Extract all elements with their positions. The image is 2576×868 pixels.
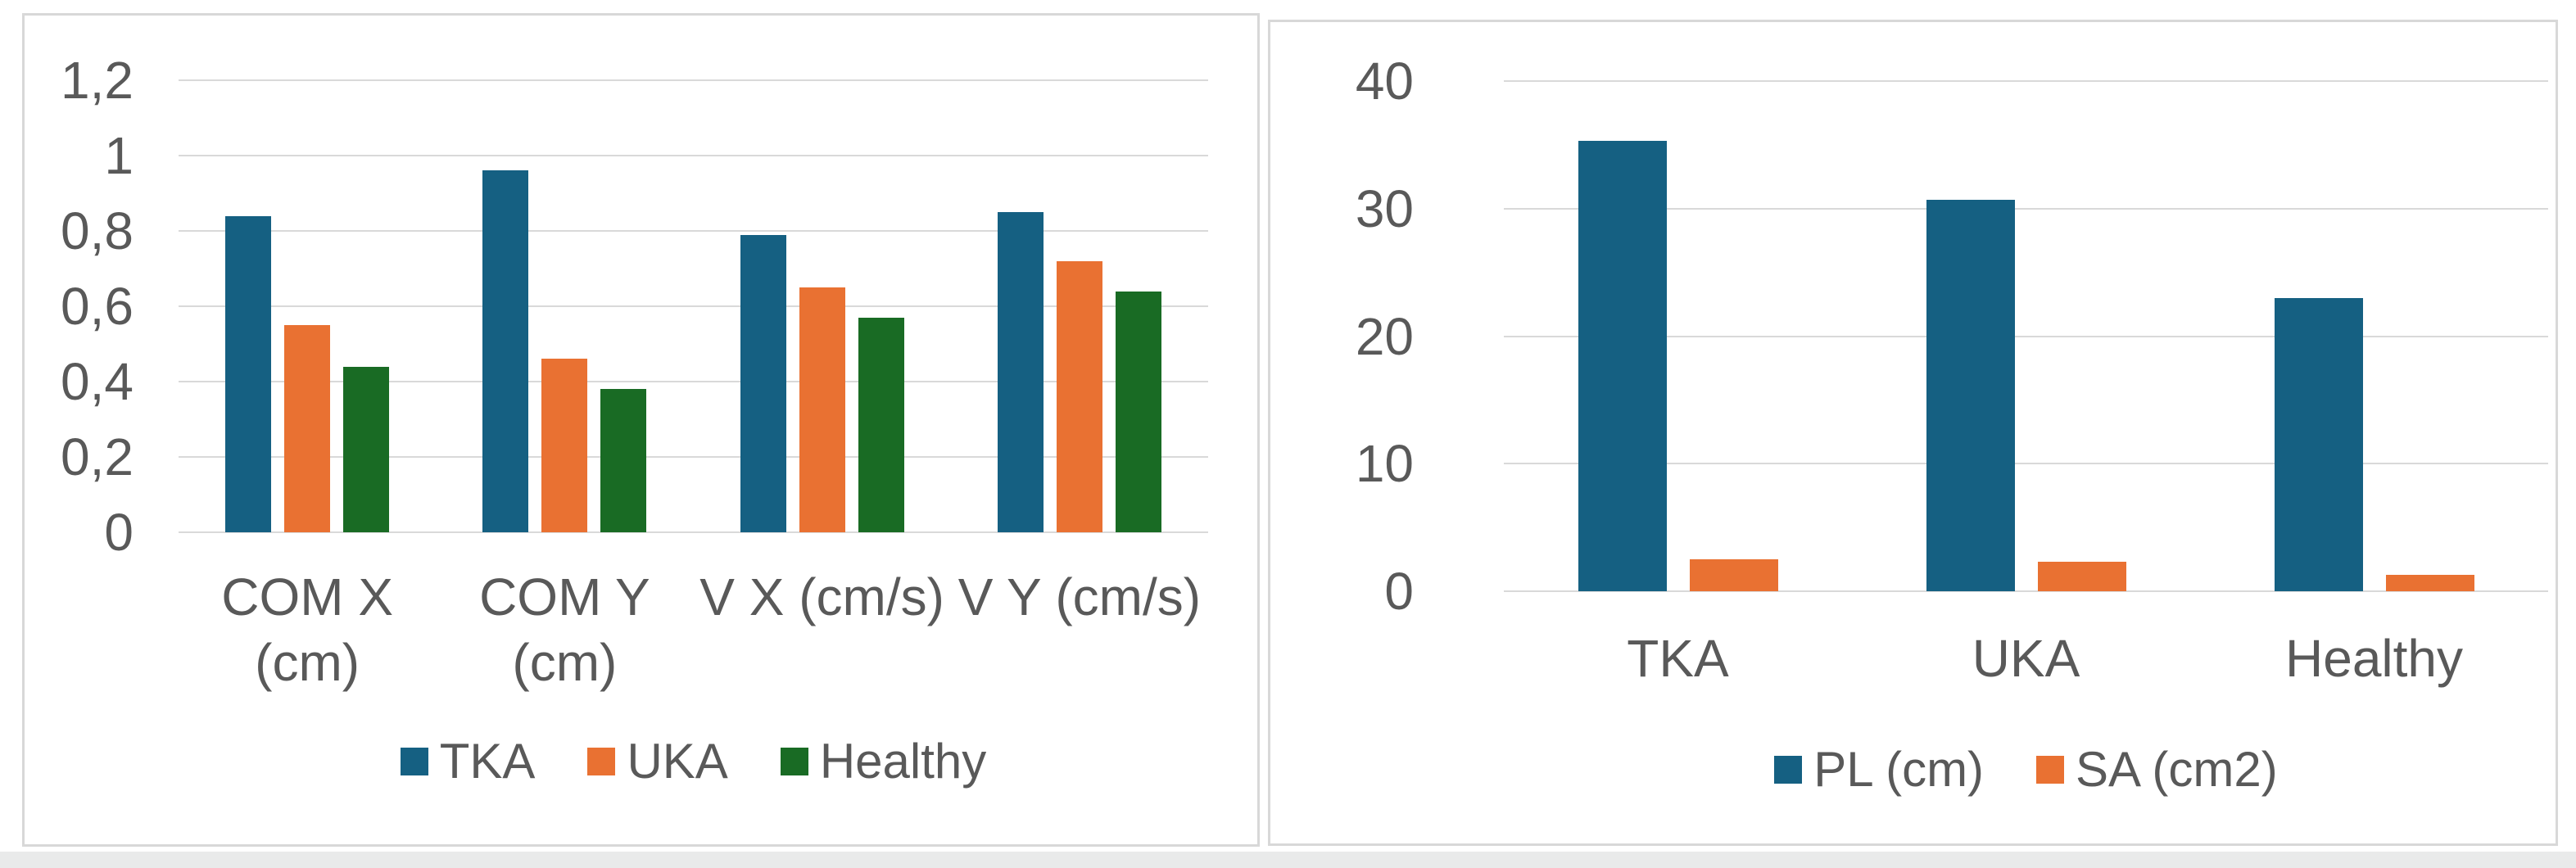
bar-groups: COM X (cm) COM Y (cm) V X (cm/s) V Y (cm/s) [179, 80, 1208, 692]
legend-label: SA (cm2) [2076, 742, 2278, 797]
y-axis-tick-label: 40 [1355, 52, 1414, 111]
y-axis-tick-label: 0,8 [61, 201, 134, 260]
bar-pl-cm-uka [1926, 200, 2015, 591]
y-axis-tick-label: 0 [1384, 562, 1414, 621]
gridline [179, 305, 1208, 307]
legend-swatch-icon [2036, 756, 2065, 784]
category-group-uka: UKA [1852, 81, 2200, 688]
legend: TKA UKA Healthy [179, 737, 1208, 786]
y-axis-tick-label: 0,6 [61, 277, 134, 336]
bars [2274, 298, 2474, 591]
x-axis-category-label: V X (cm/s) [699, 567, 944, 626]
gridline [1504, 335, 2548, 337]
x-axis-line [1504, 590, 2548, 592]
legend-item-uka: UKA [587, 734, 728, 789]
category-group-v-x-cm-s: V X (cm/s) [694, 80, 951, 626]
y-axis-tick-label: 20 [1355, 306, 1414, 366]
y-axis-tick-label: 10 [1355, 434, 1414, 494]
category-group-com-y-cm: COM Y (cm) [436, 80, 693, 692]
chart-panel-path-length-sway-area: 0 10 20 30 40 TKA UKA Healthy PL (cm) SA (cm2) [1268, 20, 2558, 846]
legend-item-sa-cm2: SA (cm2) [2036, 745, 2278, 794]
bar-healthy-v-y-cm-s [1115, 292, 1161, 532]
gridline [179, 79, 1208, 81]
bar-uka-v-y-cm-s [1056, 261, 1102, 532]
bar-sa-cm2-healthy [2385, 575, 2474, 591]
chart-panel-com-velocity: 0 0,2 0,4 0,6 0,8 1 1,2 COM X (cm) COM Y (cm) V X… [22, 13, 1260, 847]
gridline [179, 155, 1208, 156]
gridline [179, 381, 1208, 382]
x-axis-category-label: TKA [1627, 629, 1729, 688]
bar-uka-com-x-cm [284, 325, 331, 532]
legend-item-pl-cm: PL (cm) [1774, 745, 1984, 794]
legend-swatch-icon [1774, 756, 1803, 784]
bar-pl-cm-healthy [2274, 298, 2363, 591]
gridline [179, 230, 1208, 232]
category-group-v-y-cm-s: V Y (cm/s) [951, 80, 1208, 626]
legend-item-tka: TKA [400, 734, 536, 789]
legend-label: TKA [439, 734, 536, 789]
bar-healthy-com-x-cm [343, 367, 390, 532]
gridline [179, 456, 1208, 458]
y-axis-tick-label: 0,4 [61, 352, 134, 411]
category-group-com-x-cm: COM X (cm) [179, 80, 436, 692]
bars [997, 212, 1161, 532]
legend-swatch-icon [780, 748, 808, 775]
y-axis-tick-label: 1,2 [61, 51, 134, 110]
gridline [1504, 80, 2548, 82]
bar-sa-cm2-tka [1689, 559, 1778, 591]
bars [1578, 141, 1778, 591]
background-strip [0, 852, 2576, 868]
bar-healthy-v-x-cm-s [858, 318, 904, 532]
bars [225, 216, 390, 532]
plot-area: 0 10 20 30 40 TKA UKA Healthy [1356, 55, 2548, 688]
gridline [1504, 463, 2548, 465]
y-axis-tick-label: 0,2 [61, 427, 134, 486]
y-axis-tick-label: 0 [104, 503, 134, 562]
legend-label: UKA [627, 734, 728, 789]
y-axis-tick-label: 1 [104, 126, 134, 185]
bar-tka-v-y-cm-s [997, 212, 1044, 532]
bars [1926, 200, 2126, 591]
bar-tka-v-x-cm-s [740, 235, 786, 532]
gridline [1504, 207, 2548, 210]
x-axis-category-label: UKA [1972, 629, 2080, 688]
bar-pl-cm-tka [1578, 141, 1667, 591]
bar-tka-com-y-cm [482, 170, 529, 532]
plot-area: 0 0,2 0,4 0,6 0,8 1 1,2 COM X (cm) COM Y (cm) V X… [61, 54, 1208, 692]
category-group-tka: TKA [1504, 81, 1852, 688]
bar-healthy-com-y-cm [600, 389, 647, 532]
legend-swatch-icon [587, 748, 616, 775]
x-axis-category-label: V Y (cm/s) [958, 567, 1202, 626]
bar-sa-cm2-uka [2037, 562, 2126, 591]
category-group-healthy: Healthy [2200, 81, 2548, 688]
bars [740, 235, 904, 532]
x-axis-line [179, 531, 1208, 533]
legend-label: Healthy [819, 734, 987, 789]
bar-uka-com-y-cm [541, 359, 588, 532]
y-axis-tick-label: 30 [1355, 179, 1414, 238]
bars [482, 170, 647, 532]
bar-uka-v-x-cm-s [799, 287, 845, 532]
legend: PL (cm) SA (cm2) [1504, 745, 2548, 794]
x-axis-category-label: COM X (cm) [221, 567, 394, 692]
bar-tka-com-x-cm [225, 216, 272, 532]
x-axis-category-label: COM Y (cm) [479, 567, 650, 692]
x-axis-category-label: Healthy [2285, 629, 2463, 688]
legend-swatch-icon [400, 748, 428, 775]
legend-label: PL (cm) [1813, 742, 1985, 797]
legend-item-healthy: Healthy [780, 734, 987, 789]
bar-groups: TKA UKA Healthy [1504, 81, 2548, 688]
